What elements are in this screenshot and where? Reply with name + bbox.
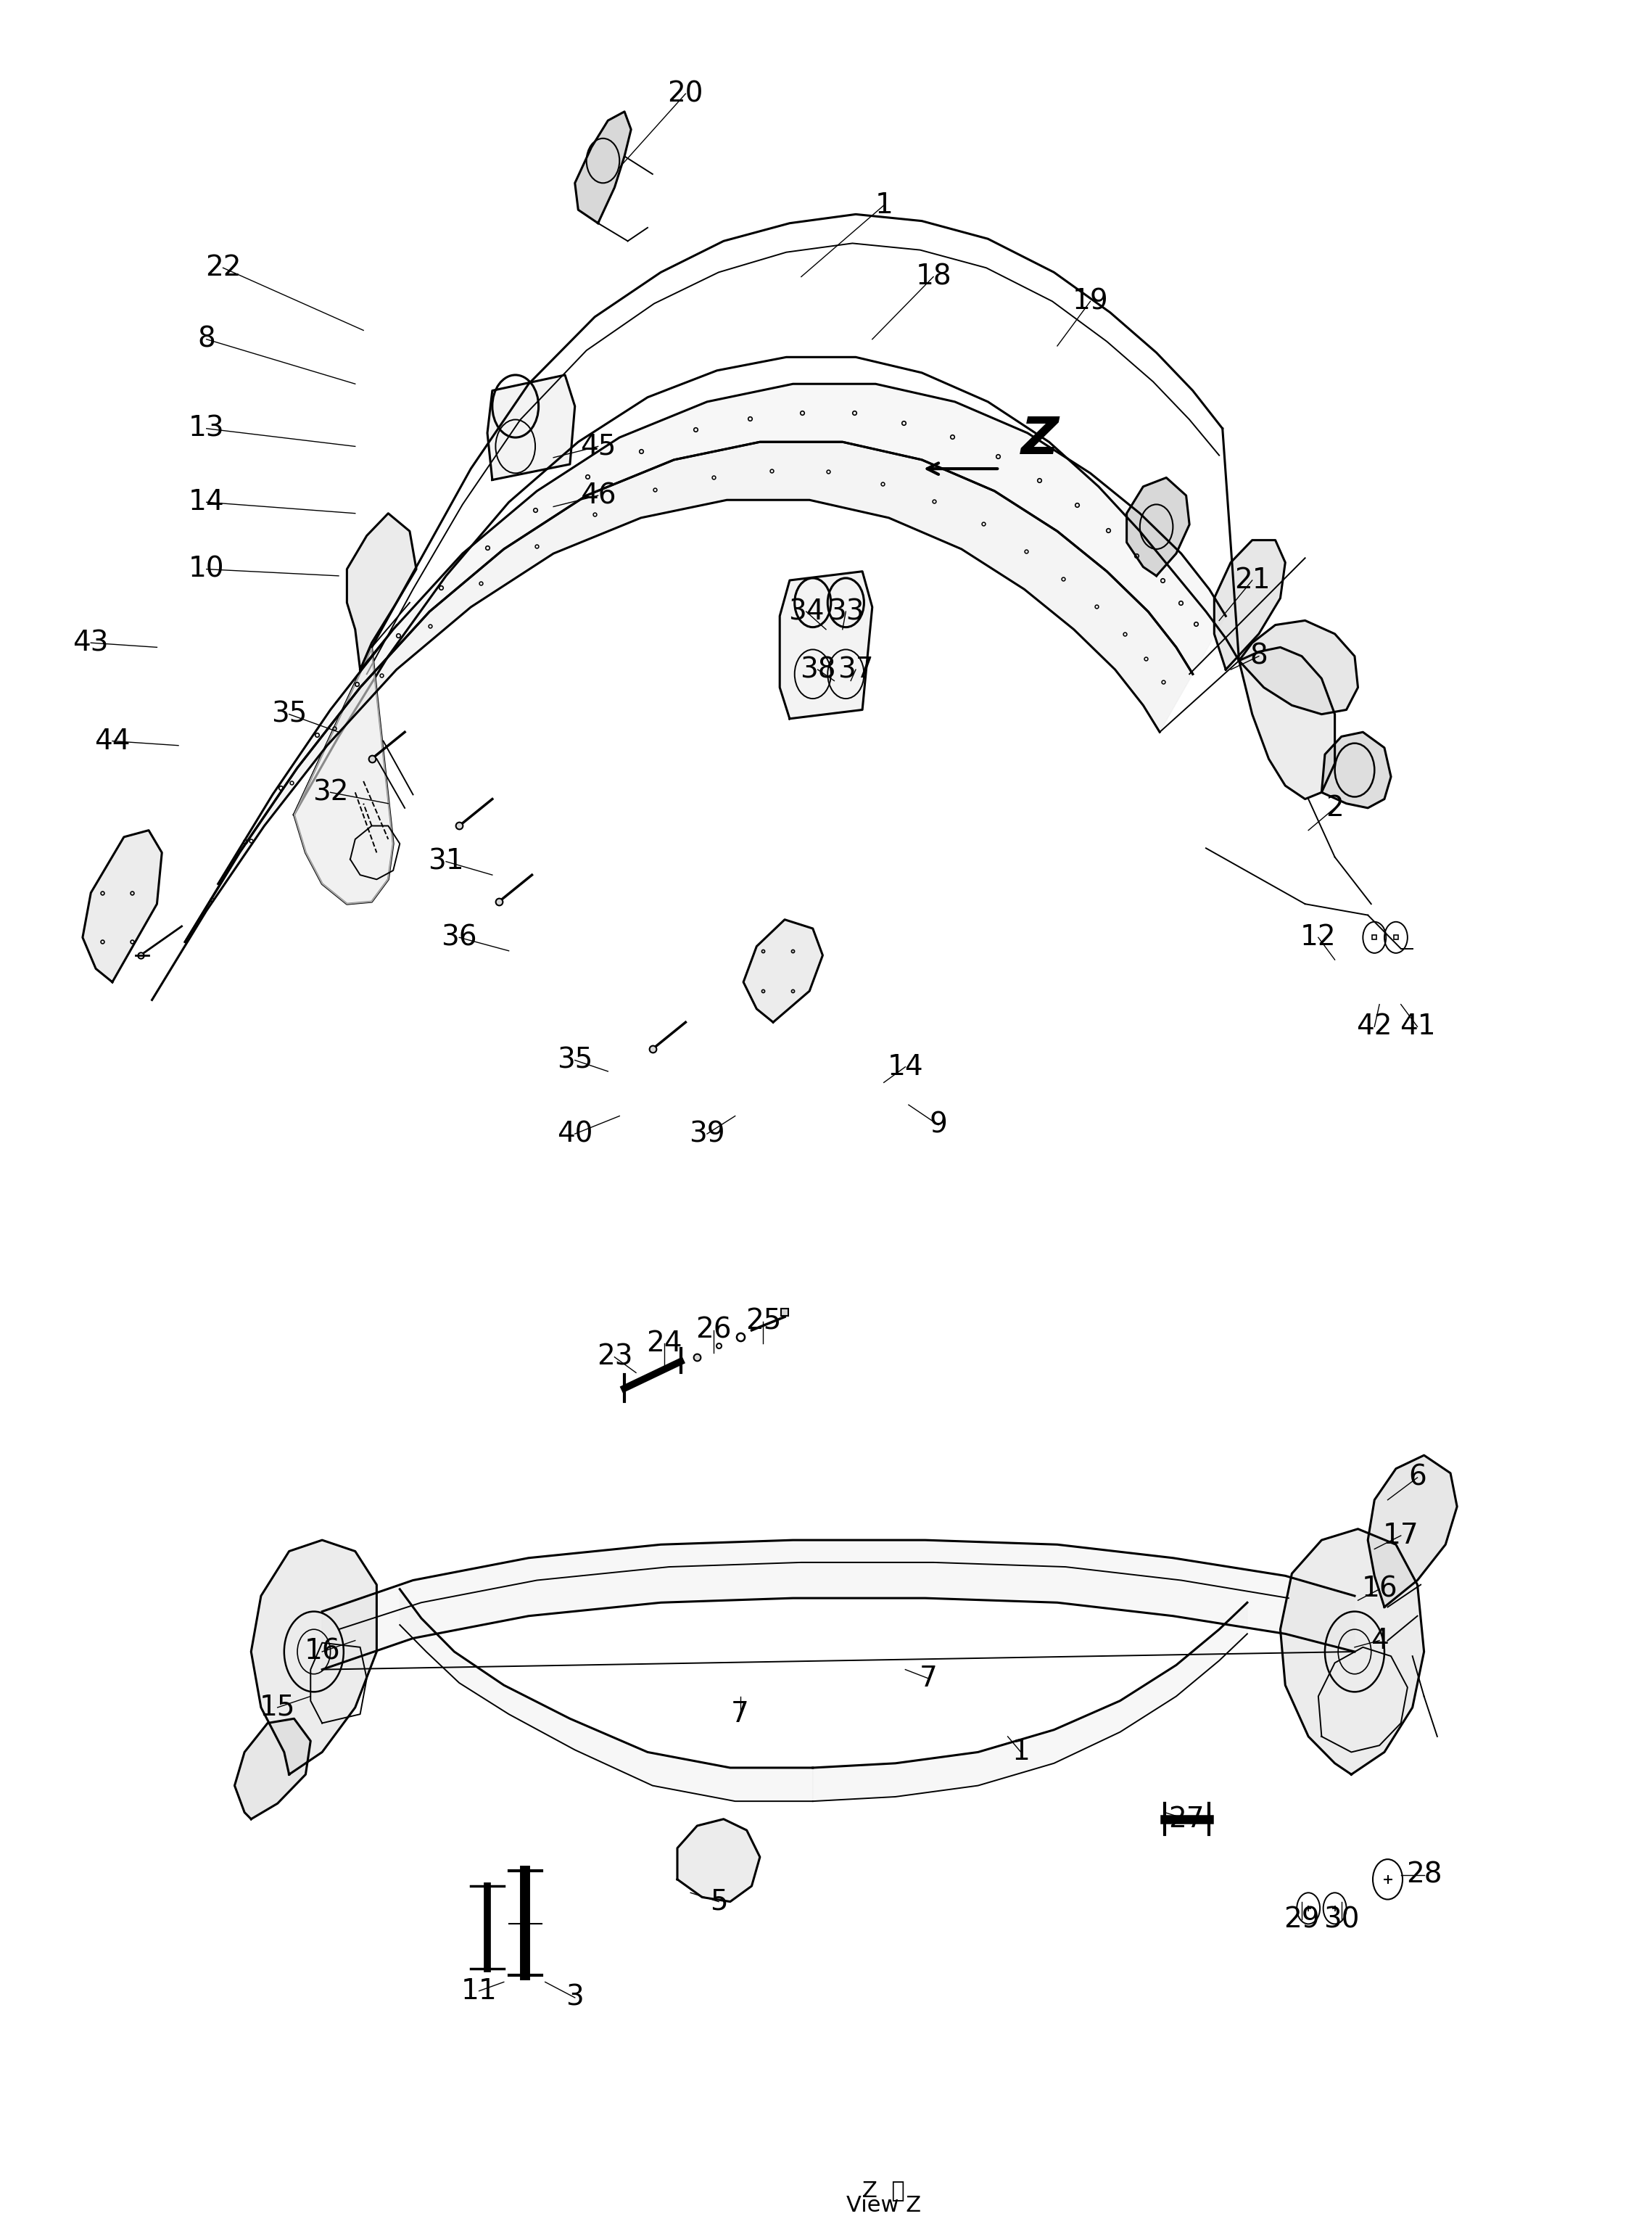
Text: 30: 30	[1323, 1906, 1360, 1933]
Text: 10: 10	[188, 556, 225, 583]
Text: 27: 27	[1168, 1806, 1204, 1832]
Polygon shape	[813, 1603, 1247, 1801]
Text: 26: 26	[695, 1317, 732, 1344]
Polygon shape	[347, 513, 416, 670]
Text: 31: 31	[428, 848, 464, 875]
Polygon shape	[251, 1540, 377, 1774]
Text: 7: 7	[920, 1665, 937, 1692]
Polygon shape	[152, 442, 1193, 1000]
Polygon shape	[1239, 647, 1335, 799]
Text: 11: 11	[461, 1978, 497, 2004]
Text: 39: 39	[689, 1120, 725, 1147]
Polygon shape	[487, 375, 575, 480]
Text: 5: 5	[710, 1888, 727, 1915]
Text: 34: 34	[788, 598, 824, 625]
Text: Z: Z	[1021, 415, 1059, 464]
Polygon shape	[1127, 478, 1189, 576]
Text: 35: 35	[271, 701, 307, 728]
Polygon shape	[575, 112, 631, 223]
Text: 15: 15	[259, 1694, 296, 1721]
Text: 16: 16	[304, 1638, 340, 1665]
Text: 6: 6	[1409, 1464, 1426, 1491]
Polygon shape	[1368, 1455, 1457, 1607]
Text: View Z: View Z	[846, 2194, 922, 2216]
Text: 36: 36	[441, 924, 477, 951]
Text: 8: 8	[1251, 643, 1267, 670]
Text: 37: 37	[838, 656, 874, 683]
Text: 7: 7	[732, 1701, 748, 1728]
Text: 25: 25	[745, 1308, 781, 1335]
Text: 14: 14	[887, 1054, 923, 1080]
Text: 8: 8	[198, 326, 215, 353]
Polygon shape	[743, 920, 823, 1022]
Text: 21: 21	[1234, 567, 1270, 594]
Text: 42: 42	[1356, 1013, 1393, 1040]
Text: 9: 9	[930, 1112, 947, 1138]
Text: 1: 1	[876, 192, 892, 219]
Text: 2: 2	[1327, 795, 1343, 821]
Text: 46: 46	[580, 482, 616, 509]
Polygon shape	[294, 647, 393, 904]
Text: 29: 29	[1284, 1906, 1320, 1933]
Polygon shape	[83, 830, 162, 982]
Polygon shape	[677, 1819, 760, 1902]
Text: 16: 16	[1361, 1576, 1398, 1603]
Text: 35: 35	[557, 1047, 593, 1074]
Text: 44: 44	[94, 728, 131, 754]
Polygon shape	[185, 384, 1226, 942]
Text: 17: 17	[1383, 1522, 1419, 1549]
Text: 4: 4	[1371, 1627, 1388, 1654]
Polygon shape	[1280, 1529, 1424, 1774]
Polygon shape	[1239, 620, 1358, 714]
Text: 38: 38	[800, 656, 836, 683]
Text: 43: 43	[73, 629, 109, 656]
Polygon shape	[780, 571, 872, 719]
Text: 32: 32	[312, 779, 349, 806]
Polygon shape	[235, 1719, 311, 1819]
Text: 1: 1	[1013, 1739, 1029, 1766]
Text: 40: 40	[557, 1120, 593, 1147]
Text: 22: 22	[205, 254, 241, 281]
Polygon shape	[400, 1589, 813, 1801]
Text: 3: 3	[567, 1984, 583, 2011]
Text: 12: 12	[1300, 924, 1336, 951]
Text: 24: 24	[646, 1330, 682, 1357]
Text: 14: 14	[188, 489, 225, 516]
Text: 13: 13	[188, 415, 225, 442]
Text: 41: 41	[1399, 1013, 1436, 1040]
Text: 19: 19	[1072, 288, 1108, 315]
Text: 45: 45	[580, 433, 616, 460]
Text: 20: 20	[667, 80, 704, 107]
Text: 18: 18	[915, 263, 952, 290]
Text: 23: 23	[596, 1344, 633, 1370]
Text: Z  视: Z 视	[862, 2181, 905, 2201]
Text: 33: 33	[828, 598, 864, 625]
Polygon shape	[1214, 540, 1285, 670]
Polygon shape	[322, 1540, 1355, 1670]
Text: 28: 28	[1406, 1861, 1442, 1888]
Polygon shape	[1322, 732, 1391, 808]
